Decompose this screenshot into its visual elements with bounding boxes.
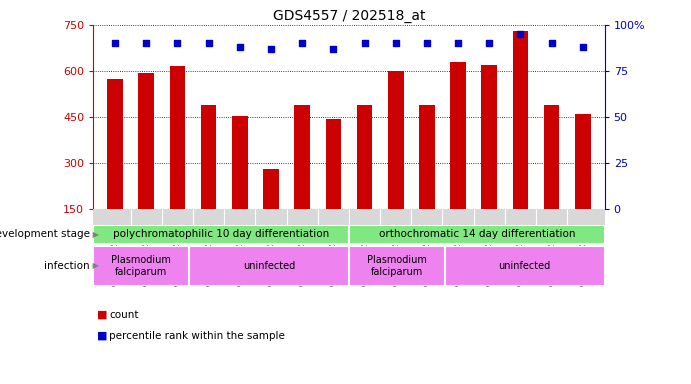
Point: [172, 40, 183, 46]
Bar: [451, 62, 466, 209]
Point: [203, 40, 214, 46]
Point: [141, 40, 152, 46]
Bar: [232, 116, 247, 209]
Text: polychromatophilic 10 day differentiation: polychromatophilic 10 day differentiatio…: [113, 229, 329, 239]
Text: ▶: ▶: [90, 230, 99, 239]
Text: ■: ■: [97, 310, 107, 320]
Bar: [419, 105, 435, 209]
Bar: [388, 71, 404, 209]
Bar: [445, 246, 605, 286]
Bar: [357, 105, 372, 209]
Text: Plasmodium
falciparum: Plasmodium falciparum: [111, 255, 171, 277]
Bar: [93, 225, 349, 244]
Point: [422, 40, 433, 46]
Bar: [575, 114, 591, 209]
Bar: [93, 246, 189, 286]
Point: [515, 31, 526, 37]
Text: ■: ■: [97, 331, 107, 341]
Point: [265, 46, 276, 52]
Text: infection: infection: [44, 261, 90, 271]
Text: uninfected: uninfected: [499, 261, 551, 271]
Bar: [482, 65, 497, 209]
Point: [546, 40, 557, 46]
Bar: [544, 105, 560, 209]
Bar: [513, 31, 528, 209]
Bar: [138, 73, 154, 209]
Text: development stage: development stage: [0, 229, 90, 239]
Point: [359, 40, 370, 46]
Title: GDS4557 / 202518_at: GDS4557 / 202518_at: [273, 8, 425, 23]
Bar: [325, 119, 341, 209]
Point: [453, 40, 464, 46]
Bar: [107, 79, 123, 209]
Bar: [189, 246, 349, 286]
Bar: [294, 105, 310, 209]
Bar: [349, 225, 605, 244]
Text: count: count: [109, 310, 139, 320]
Bar: [349, 246, 445, 286]
Bar: [263, 169, 278, 209]
Text: Plasmodium
falciparum: Plasmodium falciparum: [367, 255, 427, 277]
Text: ▶: ▶: [90, 262, 99, 270]
Bar: [170, 66, 185, 209]
Point: [110, 40, 121, 46]
Bar: [201, 105, 216, 209]
Point: [234, 44, 245, 50]
Text: percentile rank within the sample: percentile rank within the sample: [109, 331, 285, 341]
Point: [577, 44, 588, 50]
Text: orthochromatic 14 day differentiation: orthochromatic 14 day differentiation: [379, 229, 575, 239]
Text: uninfected: uninfected: [243, 261, 295, 271]
Point: [296, 40, 307, 46]
Point: [484, 40, 495, 46]
Point: [390, 40, 401, 46]
Point: [328, 46, 339, 52]
